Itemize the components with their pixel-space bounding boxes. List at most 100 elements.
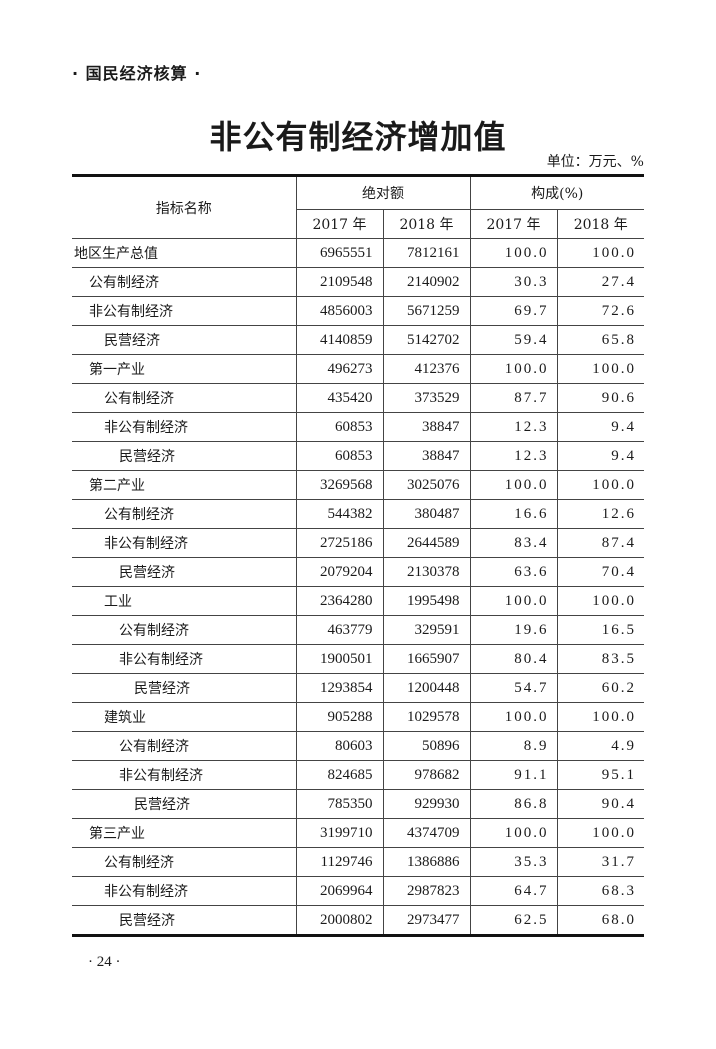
unit-label: 单位：万元、%	[546, 154, 644, 170]
row-name: 公有制经济	[72, 847, 297, 877]
table-row: 民营经济 2079204 2130378 63.6 70.4	[72, 557, 645, 587]
table-body: 地区生产总值 6965551 7812161 100.0 100.0 公有制经济 21095…	[72, 238, 645, 936]
share-2017: 69.7	[469, 296, 558, 326]
table-row: 民营经济 1293854 1200448 54.7 60.2	[72, 673, 645, 703]
share-2017: 100.0	[469, 586, 558, 616]
share-2017: 86.8	[469, 789, 558, 819]
value-2018: 380487	[382, 499, 471, 529]
table-row: 建筑业 905288 1029578 100.0 100.0	[72, 702, 645, 732]
share-2017: 12.3	[469, 412, 558, 442]
row-name: 民营经济	[72, 789, 297, 819]
table-row: 第三产业 3199710 4374709 100.0 100.0	[72, 818, 645, 848]
share-2018: 90.6	[556, 383, 645, 413]
share-2017: 87.7	[469, 383, 558, 413]
share-2018: 70.4	[556, 557, 645, 587]
table-row: 民营经济 4140859 5142702 59.4 65.8	[72, 325, 645, 355]
value-2018: 1386886	[382, 847, 471, 877]
value-2018: 1995498	[382, 586, 471, 616]
table-row: 公有制经济 435420 373529 87.7 90.6	[72, 383, 645, 413]
header-absolute: 绝对额	[295, 175, 471, 210]
row-name: 第二产业	[72, 470, 297, 500]
share-2018: 16.5	[556, 615, 645, 645]
row-name: 工业	[72, 586, 297, 616]
value-2018: 3025076	[382, 470, 471, 500]
share-2017: 83.4	[469, 528, 558, 558]
share-2018: 65.8	[556, 325, 645, 355]
header-year: 2018 年	[556, 209, 645, 239]
table-row: 民营经济 60853 38847 12.3 9.4	[72, 441, 645, 471]
share-2017: 54.7	[469, 673, 558, 703]
value-2018: 373529	[382, 383, 471, 413]
table-row: 非公有制经济 824685 978682 91.1 95.1	[72, 760, 645, 790]
share-2018: 90.4	[556, 789, 645, 819]
value-2017: 544382	[295, 499, 384, 529]
value-2017: 824685	[295, 760, 384, 790]
row-name: 公有制经济	[72, 731, 297, 761]
data-table: 指标名称 绝对额 构成(%) 2017 年 2018 年 2017 年 2018…	[72, 174, 645, 937]
page-title: 非公有制经济增加值	[209, 118, 507, 156]
row-name: 民营经济	[72, 905, 297, 936]
table-row: 第二产业 3269568 3025076 100.0 100.0	[72, 470, 645, 500]
share-2017: 100.0	[469, 702, 558, 732]
share-2017: 80.4	[469, 644, 558, 674]
row-name: 建筑业	[72, 702, 297, 732]
table-row: 工业 2364280 1995498 100.0 100.0	[72, 586, 645, 616]
value-2018: 1665907	[382, 644, 471, 674]
value-2018: 978682	[382, 760, 471, 790]
table-row: 非公有制经济 1900501 1665907 80.4 83.5	[72, 644, 645, 674]
row-name: 公有制经济	[72, 383, 297, 413]
value-2017: 2079204	[295, 557, 384, 587]
value-2017: 2725186	[295, 528, 384, 558]
share-2018: 100.0	[556, 470, 645, 500]
table-row: 地区生产总值 6965551 7812161 100.0 100.0	[72, 238, 645, 268]
value-2017: 905288	[295, 702, 384, 732]
value-2018: 7812161	[382, 238, 471, 268]
value-2018: 38847	[382, 441, 471, 471]
share-2018: 100.0	[556, 818, 645, 848]
value-2017: 2069964	[295, 876, 384, 906]
table-row: 公有制经济 2109548 2140902 30.3 27.4	[72, 267, 645, 297]
table-row: 非公有制经济 60853 38847 12.3 9.4	[72, 412, 645, 442]
share-2017: 91.1	[469, 760, 558, 790]
header-row-2: 2017 年 2018 年 2017 年 2018 年	[72, 209, 645, 239]
share-2017: 59.4	[469, 325, 558, 355]
value-2017: 60853	[295, 412, 384, 442]
value-2017: 6965551	[295, 238, 384, 268]
row-name: 非公有制经济	[72, 760, 297, 790]
value-2018: 5142702	[382, 325, 471, 355]
share-2018: 83.5	[556, 644, 645, 674]
value-2017: 463779	[295, 615, 384, 645]
share-2017: 64.7	[469, 876, 558, 906]
share-2018: 100.0	[556, 702, 645, 732]
value-2018: 2987823	[382, 876, 471, 906]
table-row: 民营经济 2000802 2973477 62.5 68.0	[72, 905, 645, 936]
row-name: 民营经济	[72, 441, 297, 471]
value-2017: 785350	[295, 789, 384, 819]
value-2018: 412376	[382, 354, 471, 384]
value-2018: 2140902	[382, 267, 471, 297]
value-2018: 2130378	[382, 557, 471, 587]
table-row: 公有制经济 1129746 1386886 35.3 31.7	[72, 847, 645, 877]
header-row-1: 指标名称 绝对额 构成(%)	[72, 175, 645, 239]
value-2018: 329591	[382, 615, 471, 645]
share-2018: 68.0	[556, 905, 645, 936]
row-name: 公有制经济	[72, 267, 297, 297]
row-name: 第三产业	[72, 818, 297, 848]
share-2018: 100.0	[556, 586, 645, 616]
row-name: 民营经济	[72, 325, 297, 355]
share-2018: 9.4	[556, 412, 645, 442]
value-2017: 435420	[295, 383, 384, 413]
value-2017: 1129746	[295, 847, 384, 877]
share-2017: 100.0	[469, 354, 558, 384]
value-2018: 2973477	[382, 905, 471, 936]
share-2017: 100.0	[469, 238, 558, 268]
row-name: 民营经济	[72, 673, 297, 703]
table-row: 第一产业 496273 412376 100.0 100.0	[72, 354, 645, 384]
value-2018: 1200448	[382, 673, 471, 703]
share-2018: 27.4	[556, 267, 645, 297]
table-row: 公有制经济 544382 380487 16.6 12.6	[72, 499, 645, 529]
value-2018: 5671259	[382, 296, 471, 326]
share-2018: 9.4	[556, 441, 645, 471]
share-2018: 72.6	[556, 296, 645, 326]
header-year: 2018 年	[382, 209, 471, 239]
